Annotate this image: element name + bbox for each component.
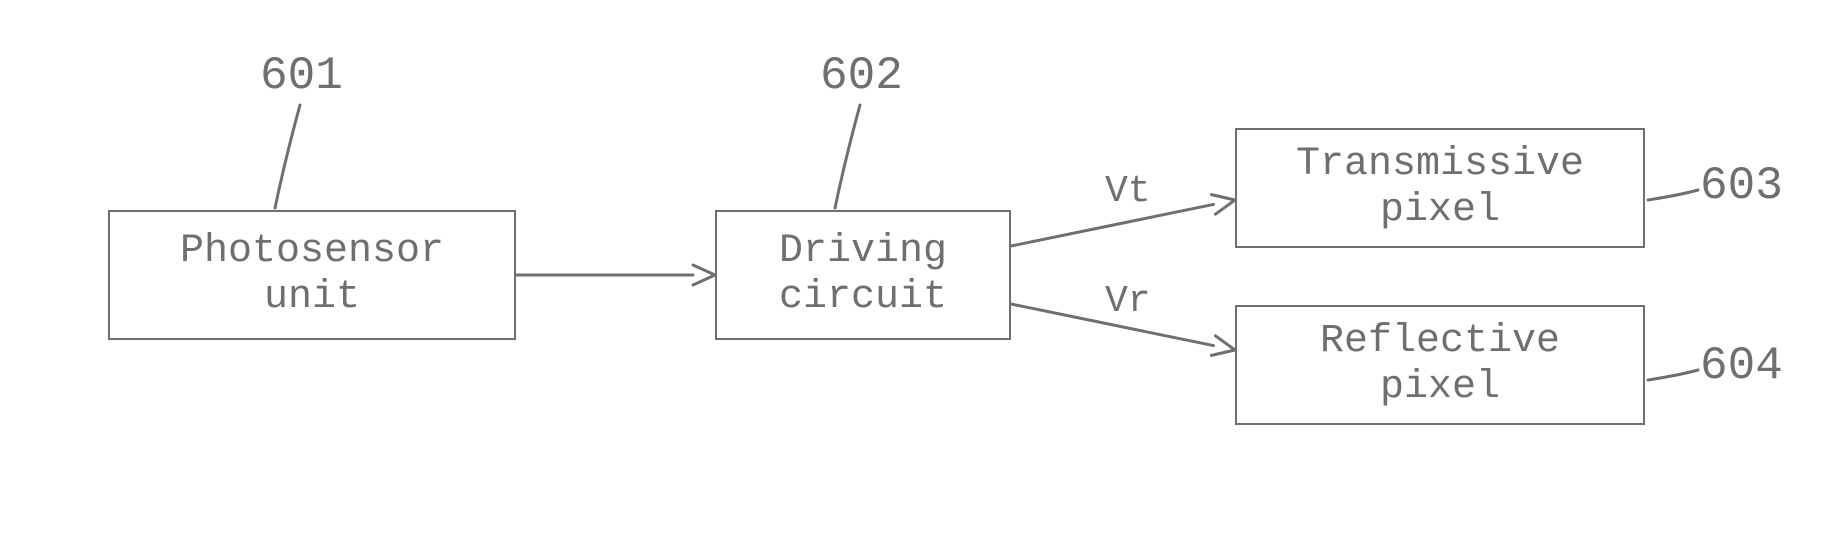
photosensor-unit-label-2: unit (264, 275, 360, 321)
reflective-pixel-label-2: pixel (1380, 365, 1500, 411)
ref-603: 603 (1700, 160, 1783, 212)
transmissive-pixel-label-2: pixel (1380, 188, 1500, 234)
reflective-pixel-label-1: Reflective (1320, 319, 1560, 365)
driving-circuit-label-2: circuit (779, 275, 947, 321)
photosensor-unit-box: Photosensor unit (108, 210, 516, 340)
ref-604: 604 (1700, 340, 1783, 392)
transmissive-pixel-label-1: Transmissive (1296, 142, 1584, 188)
transmissive-pixel-box: Transmissive pixel (1235, 128, 1645, 248)
reflective-pixel-box: Reflective pixel (1235, 305, 1645, 425)
driving-circuit-label-1: Driving (779, 229, 947, 275)
ref-602: 602 (820, 50, 903, 102)
driving-circuit-box: Driving circuit (715, 210, 1011, 340)
edge-label-vt: Vt (1105, 170, 1151, 213)
photosensor-unit-label-1: Photosensor (180, 229, 444, 275)
edge-label-vr: Vr (1105, 280, 1151, 323)
ref-601: 601 (260, 50, 343, 102)
